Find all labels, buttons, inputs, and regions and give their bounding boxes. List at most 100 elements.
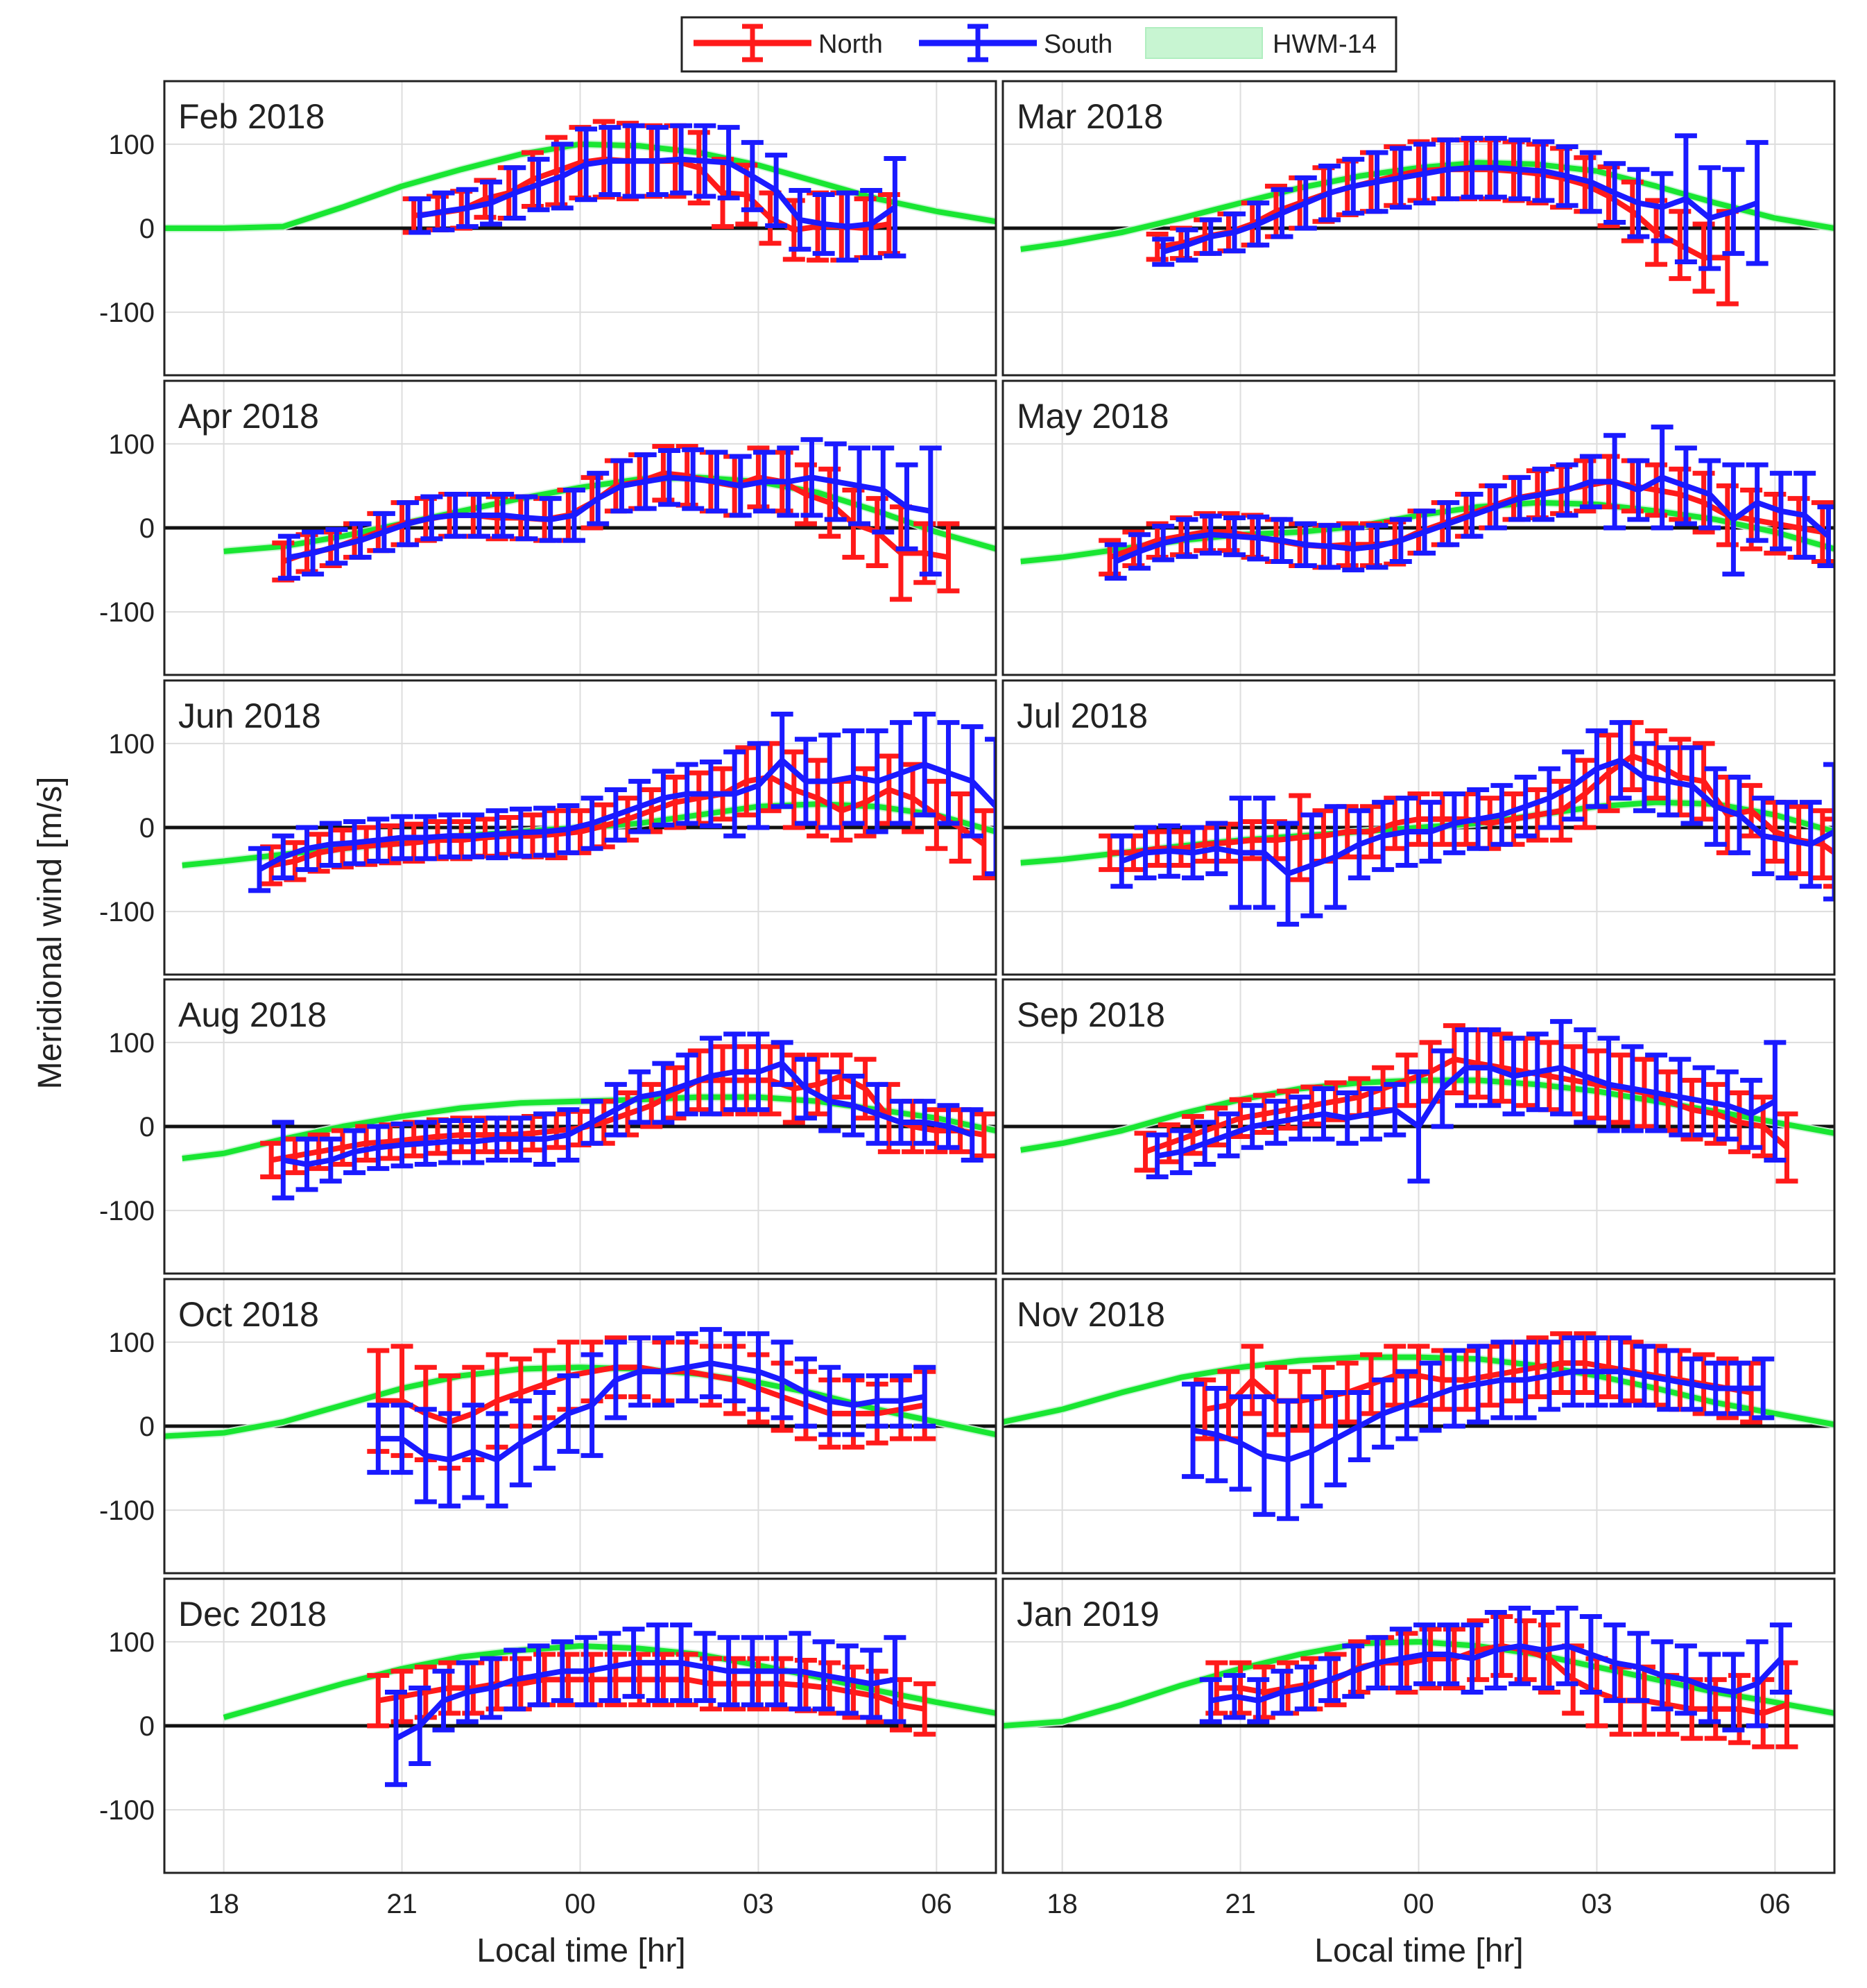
south-errorbar: [1176, 227, 1198, 263]
south-errorbar: [1603, 161, 1626, 225]
panel-apr-2018: Apr 2018 100 0 -100: [99, 379, 997, 676]
south-errorbar: [836, 1643, 859, 1716]
south-errorbar: [1467, 1344, 1490, 1425]
south-line: [289, 474, 931, 560]
south-errorbar: [872, 445, 895, 535]
y-axis-title: Meridional wind [m/s]: [32, 777, 69, 1090]
south-errorbar: [1336, 1090, 1359, 1146]
south-errorbar: [884, 155, 906, 259]
south-errorbar: [432, 1668, 455, 1733]
panel-frame: [163, 1577, 997, 1874]
south-errorbar: [272, 1120, 295, 1201]
y-tick-label: 0: [139, 1112, 155, 1142]
south-errorbar: [676, 1331, 698, 1404]
south-errorbar: [622, 123, 645, 199]
x-tick-label: 21: [386, 1889, 418, 1919]
south-errorbar: [1389, 517, 1412, 564]
south-errorbar: [1508, 1605, 1531, 1686]
south-errorbar: [777, 445, 800, 518]
north-errorbar: [1585, 1048, 1608, 1121]
north-errorbar: [1407, 791, 1430, 847]
south-errorbar: [789, 1631, 811, 1712]
south-errorbar: [575, 1635, 598, 1708]
south-errorbar: [527, 1643, 550, 1708]
hwm14-band: [223, 1641, 996, 1722]
south-errorbar: [723, 749, 746, 839]
south-line: [395, 1660, 896, 1741]
south-line: [378, 1360, 925, 1463]
south-errorbar: [866, 1081, 888, 1146]
north-errorbar: [1169, 829, 1192, 868]
south-errorbar: [1366, 1635, 1388, 1690]
south-errorbar: [1680, 745, 1703, 826]
south-errorbar: [480, 179, 503, 227]
south-errorbar: [551, 142, 574, 211]
south-errorbar: [836, 190, 859, 263]
south-errorbar: [1152, 524, 1175, 563]
south-errorbar: [794, 1356, 817, 1429]
south-errorbar: [587, 470, 610, 526]
south-errorbar: [895, 462, 918, 551]
south-errorbar: [1621, 1044, 1644, 1133]
north-errorbar: [925, 1107, 948, 1154]
south-errorbar: [1609, 720, 1632, 801]
south-errorbar: [1395, 1369, 1418, 1441]
y-tick-label: 0: [139, 1711, 155, 1742]
south-errorbar: [1247, 200, 1270, 248]
y-tick-label: -100: [99, 1196, 155, 1226]
south-errorbar: [367, 1124, 390, 1172]
south-errorbar: [866, 728, 888, 834]
south-errorbar: [385, 1690, 408, 1788]
south-errorbar: [1490, 782, 1513, 847]
north-series: [260, 1044, 995, 1180]
south-errorbar: [504, 165, 526, 221]
south-errorbar: [752, 449, 775, 514]
panel-jul-2018: Jul 2018: [1001, 679, 1836, 976]
south-errorbar: [1158, 823, 1180, 879]
south-errorbar: [599, 1631, 621, 1704]
south-errorbar: [1194, 1120, 1216, 1167]
south-errorbar: [1467, 787, 1490, 851]
y-tick-label: -100: [99, 597, 155, 628]
south-errorbar: [349, 521, 372, 560]
north-errorbar: [1419, 1040, 1442, 1104]
panel-title: Jun 2018: [178, 696, 321, 735]
south-errorbar: [794, 1056, 817, 1121]
legend-north-label: North: [818, 30, 883, 59]
north-errorbar: [1146, 829, 1169, 868]
panel-title: Nov 2018: [1017, 1295, 1165, 1334]
north-errorbar: [937, 521, 960, 594]
south-errorbar: [610, 458, 633, 514]
south-errorbar: [319, 821, 342, 868]
south-errorbar: [1538, 1339, 1560, 1412]
north-errorbar: [1336, 1360, 1359, 1425]
south-errorbar: [480, 1656, 503, 1720]
panel-jun-2018: Jun 2018 100 0 -100: [99, 679, 997, 976]
south-errorbar: [420, 494, 443, 542]
south-errorbar: [771, 1339, 793, 1421]
y-tick-label: 100: [108, 729, 155, 760]
south-errorbar: [462, 812, 485, 859]
legend-south-swatch: [919, 24, 1037, 62]
x-tick-label: 06: [921, 1889, 952, 1919]
south-errorbar: [1419, 800, 1442, 864]
south-errorbar: [1722, 462, 1745, 577]
south-errorbar: [509, 806, 532, 859]
south-errorbar: [1318, 522, 1341, 570]
south-series: [385, 1622, 906, 1788]
south-errorbar: [1348, 1390, 1370, 1462]
south-errorbar: [628, 778, 651, 834]
south-errorbar: [1199, 513, 1222, 556]
south-errorbar: [1395, 796, 1418, 868]
panel-title: Aug 2018: [178, 995, 327, 1034]
south-errorbar: [1431, 1048, 1454, 1129]
south-errorbar: [1324, 804, 1347, 910]
south-errorbar: [812, 192, 835, 256]
x-axis-title-right: Local time [hr]: [1314, 1933, 1523, 1969]
south-errorbar: [1229, 796, 1252, 910]
y-tick-label: 100: [108, 1028, 155, 1059]
south-errorbar: [1294, 521, 1317, 569]
south-series: [1182, 1335, 1775, 1521]
y-tick-label: 0: [139, 813, 155, 843]
panel-frame: [163, 978, 997, 1275]
